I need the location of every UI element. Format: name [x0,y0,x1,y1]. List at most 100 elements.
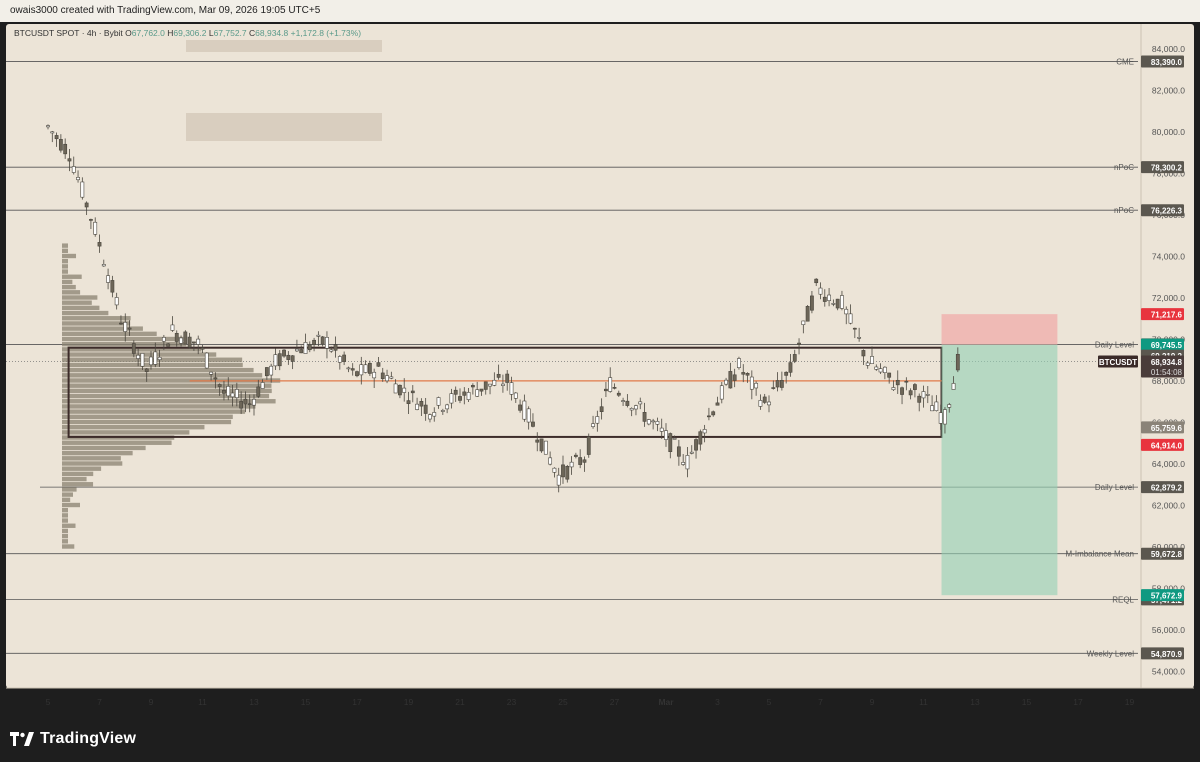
candle-body [578,457,583,465]
level-price-tag [1141,481,1184,494]
level-label: CME [1116,58,1134,67]
countdown-text: 01:54:08 [1151,368,1183,377]
candle-body [878,368,883,373]
candle-body [801,320,806,325]
candle-body [934,401,939,412]
candle-body [672,437,677,440]
candle-body [350,368,355,371]
volume-profile-bar [62,533,68,539]
candle-body [814,278,819,284]
candle-body [217,384,222,387]
candle-body [728,371,733,389]
price-tag-text: 69,745.5 [1151,341,1183,350]
last-price-tag [1141,355,1184,378]
candle-body [436,397,441,406]
candle-body [767,401,771,406]
candle-body [848,313,853,324]
volume-profile-bar [62,316,131,321]
volume-profile-bar [62,290,81,295]
candle-body [724,379,728,385]
candle-body [921,391,926,399]
level-label: nPoC [1114,206,1134,215]
candle-body [410,390,415,394]
volume-profile-bar [62,269,68,274]
candle-body [247,403,252,406]
candle-body [539,438,544,452]
volume-profile-bar [62,336,184,342]
candle-body [552,467,557,473]
candle-body [402,387,407,393]
candle-body [67,158,72,162]
candle-body [784,371,789,376]
candle-body [290,355,295,362]
candle-body [573,454,578,457]
level-price-tag-text: 76,226.3 [1151,207,1183,216]
candle-body [144,368,149,372]
volume-profile-bar [62,331,157,337]
volume-profile-bar [62,523,76,528]
candle-body [874,366,879,370]
screenshot-header: owais3000 created with TradingView.com, … [0,0,1200,22]
range-box [67,346,943,438]
candle-body [367,362,372,374]
candle-body [745,372,750,376]
x-tick-label: 13 [249,697,259,707]
candle-body [453,389,458,395]
x-tick-label: 11 [198,697,207,707]
level-price-tag [1141,547,1184,560]
x-tick-label: 19 [1125,697,1135,707]
volume-profile-bar [62,305,100,311]
candle-body [818,287,823,295]
take-profit-zone [941,344,1058,596]
volume-profile-bar [62,409,246,414]
candle-body [256,386,261,397]
candle-body [844,308,849,315]
volume-profile-bar [62,399,276,404]
candle-body [513,392,518,399]
volume-profile-bar [62,404,256,409]
x-tick-label: 21 [455,697,465,707]
price-tag-text: 65,759.6 [1151,424,1183,433]
candle-body [608,377,613,392]
candle-body [380,372,385,379]
candle-body [586,436,591,455]
candle-body [170,324,175,331]
volume-profile-bar [62,539,68,544]
level-price-tag-text: 62,879.2 [1151,484,1183,493]
candle-body [505,373,510,383]
x-tick-label: 23 [507,697,517,707]
x-tick-label: 13 [970,697,980,707]
x-tick-label: 25 [558,697,568,707]
level-label: Daily Level [1095,483,1134,492]
candle-body [423,404,428,414]
candle-body [196,338,201,345]
volume-profile-bar [62,456,121,461]
candle-body [715,402,720,406]
level-price-tag [1141,161,1184,174]
volume-profile-bar [62,243,68,248]
candle-body [831,303,836,305]
candle-body [428,414,432,420]
volume-profile-bar [62,373,263,378]
x-tick-label: 27 [610,697,620,707]
candle-body [685,455,690,470]
price-chart[interactable]: BTCUSDT SPOT · 4h · Bybit O67,762.0 H69,… [0,22,1200,716]
candle-body [861,350,866,357]
candle-body [161,337,166,342]
faded-box-mid [186,113,382,141]
candle-body [827,294,831,301]
volume-profile-bar [62,461,123,466]
candle-body [707,415,711,418]
candle-body [642,412,647,422]
volume-profile-bar [62,341,187,347]
y-tick-label: 82,000.0 [1152,85,1185,95]
candle-body [213,377,218,380]
candle-body [415,403,419,410]
level-label: M-Imbalance Mean [1066,550,1134,559]
candle-body [689,451,694,454]
candle-body [222,390,226,394]
candle-body [492,379,497,386]
candle-body [646,419,651,425]
symbol-tag [1098,355,1138,368]
tradingview-logo[interactable]: TradingView [10,729,136,749]
